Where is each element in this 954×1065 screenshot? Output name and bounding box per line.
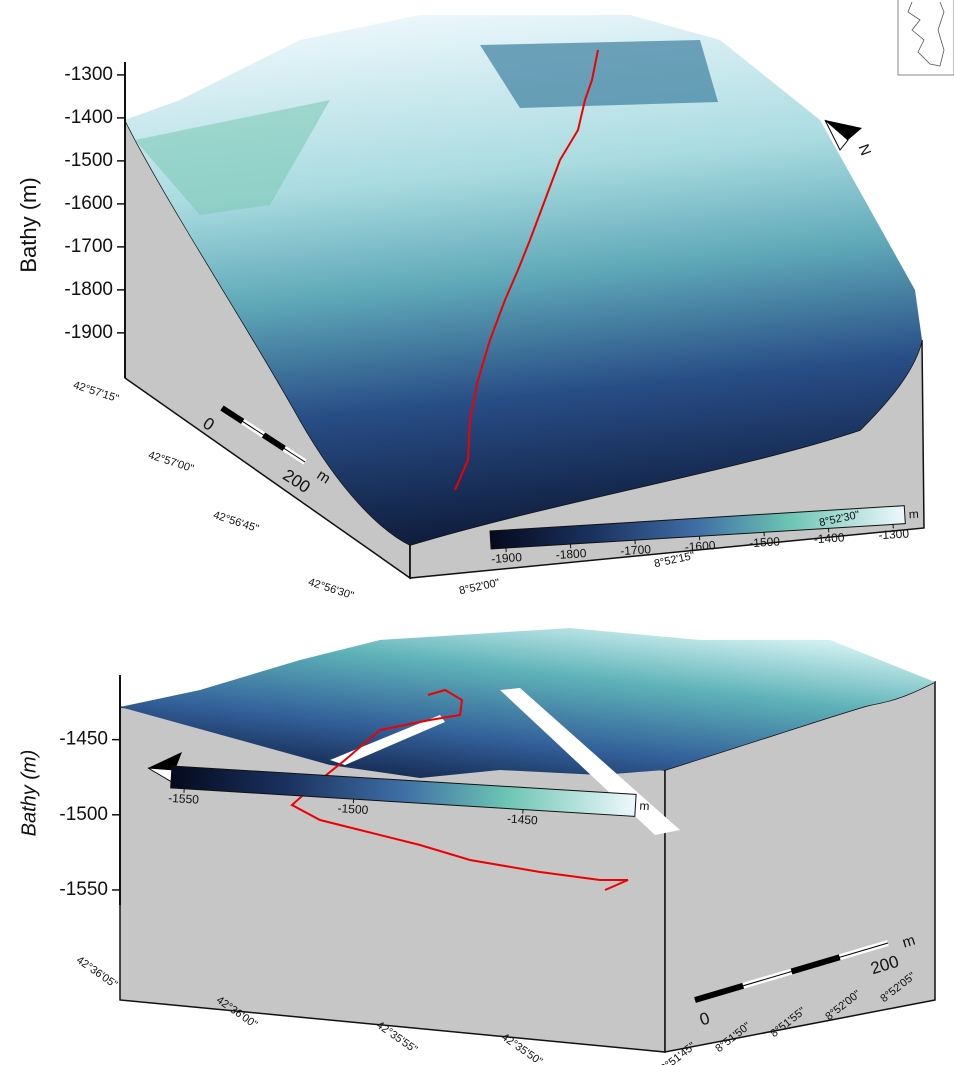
page: {"panels": [ {"z_axis": {"label": "Bathy… — [0, 0, 954, 1065]
latitude-label: 42°57'00" — [147, 449, 196, 475]
z-tick-label: -1800 — [64, 279, 113, 300]
z-tick-label: -1450 — [59, 729, 108, 750]
hires-patch — [480, 40, 718, 108]
colorbar-tick-label: -1450 — [507, 812, 539, 828]
colorbar-unit: m — [908, 507, 919, 522]
colorbar-tick-label: -1900 — [491, 550, 523, 566]
z-tick-label: -1900 — [64, 322, 113, 343]
z-axis-label: Bathy (m) — [18, 750, 40, 837]
z-axis-label: Bathy (m) — [16, 177, 41, 272]
colorbar-tick-label: -1800 — [555, 546, 587, 562]
colorbar-tick-label: -1400 — [813, 530, 845, 546]
z-tick-label: -1400 — [64, 107, 113, 128]
colorbar-tick-label: -1500 — [337, 801, 369, 817]
z-tick-label: -1550 — [59, 879, 108, 900]
longitude-label: 8°52'00" — [458, 577, 501, 597]
z-tick-label: -1700 — [64, 236, 113, 257]
latitude-label: 42°56'30" — [307, 576, 356, 602]
colorbar-tick-label: -1700 — [620, 542, 652, 558]
figure: Bathy (m) N Bathy (m) N -1300-1400-1500-… — [0, 0, 954, 1065]
colorbar-tick-label: -1500 — [749, 534, 781, 550]
latitude-label: 42°56'45" — [212, 509, 261, 535]
colorbar-unit: m — [639, 799, 650, 814]
colorbar-tick-label: -1300 — [878, 526, 910, 542]
latitude-label: 42°57'15" — [72, 379, 121, 405]
z-tick-label: -1600 — [64, 193, 113, 214]
inset-map — [898, 0, 954, 75]
colorbar-tick-label: -1550 — [168, 791, 200, 807]
z-tick-label: -1500 — [59, 804, 108, 825]
north-label: N — [855, 142, 875, 158]
z-tick-label: -1500 — [64, 150, 113, 171]
latitude-label: 42°36'05" — [74, 954, 120, 991]
z-tick-label: -1300 — [64, 64, 113, 85]
